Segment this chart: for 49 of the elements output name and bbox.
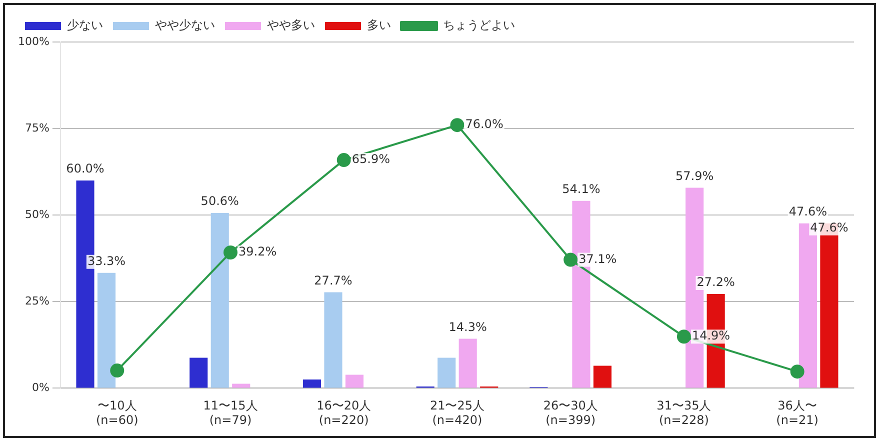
data-label: 47.6% (810, 220, 848, 235)
bar (190, 358, 208, 388)
point (110, 364, 124, 378)
y-tick-label: 100% (18, 34, 50, 48)
x-tick-label: 16〜20人 (n=220) (316, 398, 372, 427)
bar (438, 358, 456, 388)
data-label: 39.2% (238, 244, 277, 259)
y-tick-label: 25% (24, 294, 50, 308)
data-label: 33.3% (87, 254, 126, 268)
data-label: 50.6% (200, 194, 239, 208)
data-label: 54.1% (562, 182, 600, 196)
x-tick-label: 11〜15人 (n=79) (203, 398, 258, 427)
data-label: 27.7% (314, 273, 352, 288)
legend-label: ちょうどよい (443, 18, 515, 32)
legend-label: やや多い (267, 18, 315, 32)
bar (232, 384, 250, 388)
point (676, 330, 691, 344)
point (223, 245, 238, 260)
legend-label: 少ない (67, 18, 103, 32)
data-label: 14.9% (692, 328, 730, 343)
point (564, 252, 578, 267)
bar (324, 292, 342, 388)
bar (97, 272, 116, 388)
legend-label: 多い (367, 18, 391, 32)
data-label: 57.9% (676, 168, 714, 183)
bar (210, 213, 229, 388)
x-tick-label: 26〜30人 (n=399) (543, 398, 598, 427)
bar (593, 366, 612, 388)
data-label: 37.1% (578, 252, 617, 266)
data-label: 76.0% (465, 117, 504, 132)
point (450, 118, 464, 132)
data-label: 47.6% (788, 204, 828, 219)
bar (458, 338, 477, 388)
data-label: 60.0% (66, 162, 104, 176)
point (790, 364, 804, 379)
y-tick-label: 75% (24, 121, 50, 134)
x-tick-label: 21〜25人 (n=420) (430, 398, 484, 427)
x-tick-label: 〜10人 (n=60) (96, 398, 138, 427)
y-tick-label: 50% (24, 208, 50, 221)
legend-label: やや少ない (155, 18, 215, 32)
x-tick-label: 31〜35人 (n=228) (656, 398, 712, 427)
x-tick-label: 36人〜 (n=21) (776, 398, 818, 427)
data-label: 27.2% (696, 275, 735, 290)
bar (302, 380, 322, 388)
data-label: 14.3% (448, 320, 487, 334)
bar (345, 374, 364, 388)
y-tick-label: 0% (32, 381, 50, 394)
data-label: 65.9% (352, 152, 390, 166)
point (336, 153, 351, 168)
